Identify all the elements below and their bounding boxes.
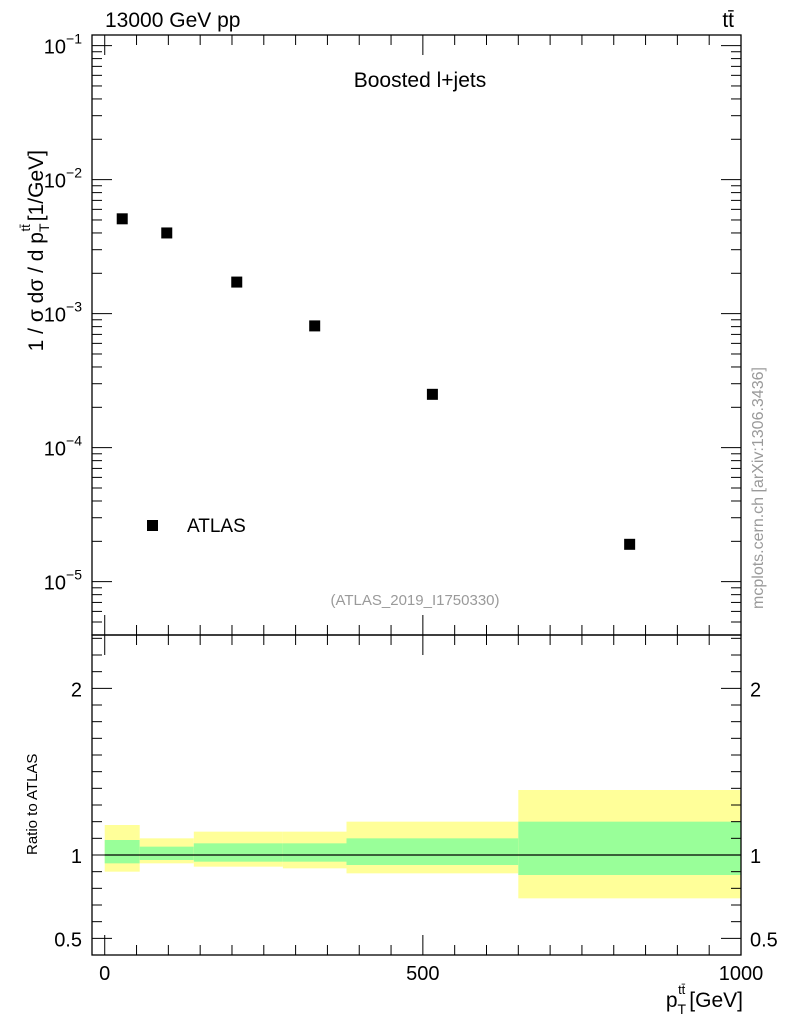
x-tick-labels: 0 500 1000 bbox=[99, 963, 763, 985]
data-point bbox=[309, 320, 321, 332]
x-tick-label: 1000 bbox=[719, 963, 764, 985]
ratio-inner-band bbox=[346, 838, 519, 865]
ratio-panel: 0.5 0.5 1 1 2 2 0 500 1000 Ratio to ATLAS pTtt̄… bbox=[24, 634, 778, 1017]
ratio-y-tick-label-right: 2 bbox=[750, 679, 761, 701]
data-point bbox=[624, 538, 636, 550]
y-tick-label: 10−2 bbox=[44, 165, 82, 193]
y-tick-label: 10−1 bbox=[44, 31, 82, 59]
data-point bbox=[116, 213, 128, 225]
ratio-inner-band bbox=[518, 821, 741, 875]
data-point bbox=[426, 388, 438, 400]
main-panel-frame bbox=[91, 34, 742, 636]
ratio-panel-frame bbox=[91, 634, 742, 956]
ratio-inner-band bbox=[139, 846, 194, 860]
header-process: tt̄ bbox=[722, 9, 734, 32]
ratio-y-axis-title: Ratio to ATLAS bbox=[24, 754, 41, 855]
ratio-y-tick-label-left: 0.5 bbox=[54, 929, 82, 951]
ratio-y-tick-label-right: 1 bbox=[750, 846, 761, 868]
ratio-y-tick-label-left: 2 bbox=[71, 679, 82, 701]
source-label: mcplots.cern.ch [arXiv:1306.3436] bbox=[750, 367, 767, 609]
ratio-inner-band bbox=[282, 843, 347, 862]
data-point bbox=[231, 276, 243, 288]
ratio-y-tick-label-left: 1 bbox=[71, 846, 82, 868]
panel-title: Boosted l+jets bbox=[354, 69, 487, 92]
x-axis-title: pTtt̄ [GeV] bbox=[666, 982, 743, 1017]
analysis-tag: (ATLAS_2019_I1750330) bbox=[330, 592, 499, 609]
y-tick-label: 10−5 bbox=[44, 567, 82, 595]
x-axis-title-sub: T bbox=[678, 1001, 687, 1017]
y-tick-label: 10−4 bbox=[44, 433, 82, 461]
data-points bbox=[116, 213, 636, 550]
x-axis-title-sup: tt̄ bbox=[678, 982, 686, 997]
x-axis-title-base: p bbox=[666, 989, 678, 1012]
main-y-axis-title: 1 / σ dσ / d pTtt̄ [1/GeV] bbox=[18, 150, 52, 351]
legend-label: ATLAS bbox=[187, 516, 246, 537]
y-tick-label: 10−3 bbox=[44, 299, 82, 327]
ratio-panel-ytick-labels: 0.5 0.5 1 1 2 2 bbox=[54, 679, 778, 951]
x-axis-title-unit: [GeV] bbox=[689, 989, 743, 1012]
main-y-axis-title-base: 1 / σ dσ / d p bbox=[25, 232, 48, 351]
data-point bbox=[161, 227, 173, 239]
x-tick-label: 500 bbox=[406, 963, 439, 985]
main-y-axis-title-sub: T bbox=[36, 223, 52, 232]
ratio-inner-band bbox=[193, 843, 283, 862]
main-panel-ticks bbox=[92, 35, 742, 636]
ratio-panel-ticks bbox=[92, 635, 742, 955]
header-energy: 13000 GeV pp bbox=[105, 9, 240, 32]
ratio-inner-band bbox=[104, 840, 140, 864]
main-y-axis-title-sup: tt̄ bbox=[18, 224, 33, 232]
x-tick-label: 0 bbox=[99, 963, 110, 985]
ratio-bands bbox=[104, 790, 741, 899]
main-y-axis-title-unit: [1/GeV] bbox=[25, 150, 48, 221]
legend-marker bbox=[147, 520, 158, 531]
ratio-y-tick-label-right: 0.5 bbox=[750, 929, 778, 951]
main-panel: 10−5 10−4 10−3 10−2 10−1 Boosted l+jets (ATL… bbox=[18, 31, 742, 636]
main-panel-ytick-labels: 10−5 10−4 10−3 10−2 10−1 bbox=[44, 31, 82, 595]
